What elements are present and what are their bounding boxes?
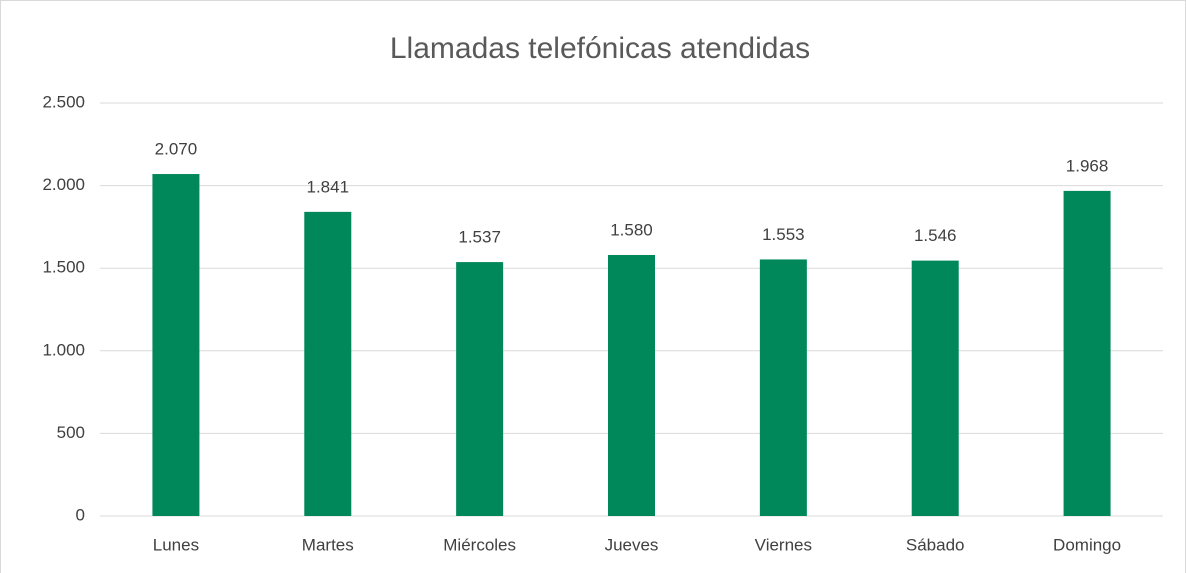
- y-tick-label: 0: [76, 505, 85, 524]
- y-tick-label: 2.000: [42, 175, 85, 194]
- data-label: 1.841: [307, 177, 350, 196]
- data-label: 1.546: [914, 226, 957, 245]
- data-label: 1.537: [458, 228, 501, 247]
- y-tick-label: 1.000: [42, 340, 85, 359]
- x-tick-label: Sábado: [906, 535, 965, 554]
- bar: [1063, 190, 1111, 516]
- data-label: 1.553: [762, 225, 805, 244]
- chart-title: Llamadas telefónicas atendidas: [390, 32, 810, 65]
- x-tick-label: Miércoles: [443, 535, 516, 554]
- data-label: 1.580: [610, 220, 653, 239]
- bar: [911, 260, 959, 516]
- bar: [608, 254, 655, 516]
- bar: [759, 259, 807, 516]
- bar: [304, 211, 352, 516]
- x-tick-label: Jueves: [605, 535, 659, 554]
- y-tick-label: 2.500: [42, 92, 85, 111]
- x-tick-label: Martes: [302, 535, 354, 554]
- data-label: 1.968: [1066, 156, 1109, 175]
- data-label: 2.070: [155, 140, 198, 159]
- x-tick-label: Domingo: [1053, 535, 1121, 554]
- y-tick-label: 1.500: [42, 258, 85, 277]
- bar: [152, 174, 200, 516]
- x-tick-label: Viernes: [755, 535, 812, 554]
- x-tick-label: Lunes: [153, 535, 199, 554]
- y-tick-label: 500: [57, 423, 85, 442]
- bar: [456, 262, 504, 516]
